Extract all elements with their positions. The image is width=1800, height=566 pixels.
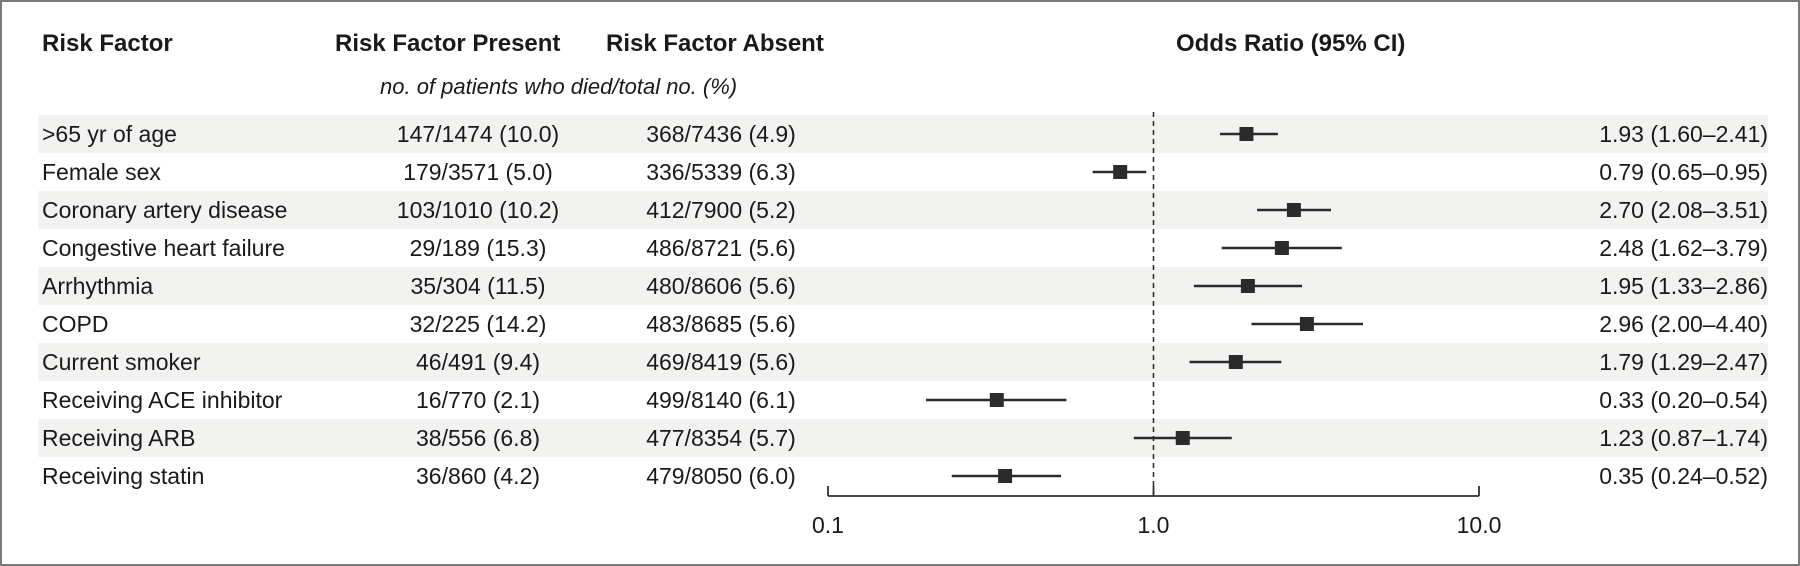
risk-factor-name: >65 yr of age [42, 121, 177, 147]
absent-count: 483/8685 (5.6) [646, 311, 796, 337]
absent-count: 412/7900 (5.2) [646, 197, 796, 223]
subheader-units: no. of patients who died/total no. (%) [380, 74, 738, 99]
absent-count: 486/8721 (5.6) [646, 235, 796, 261]
odds-ratio-value: 1.95 (1.33–2.86) [1599, 273, 1768, 299]
x-tick-label: 1.0 [1138, 512, 1170, 538]
odds-ratio-value: 1.23 (0.87–1.74) [1599, 425, 1768, 451]
odds-ratio-value: 2.96 (2.00–4.40) [1599, 311, 1768, 337]
absent-count: 499/8140 (6.1) [646, 387, 796, 413]
present-count: 36/860 (4.2) [415, 463, 541, 489]
present-count: 103/1010 (10.2) [396, 197, 560, 223]
odds-ratio-value: 0.33 (0.20–0.54) [1599, 387, 1768, 413]
odds-ratio-value: 0.79 (0.65–0.95) [1599, 159, 1768, 185]
table-row: Receiving ACE inhibitor 16/770 (2.1) 499/8… [38, 381, 1768, 419]
table-row: >65 yr of age 147/1474 (10.0) 368/7436 (4.… [38, 115, 1768, 153]
odds-ratio-value: 1.79 (1.29–2.47) [1599, 349, 1768, 375]
odds-ratio-value: 2.48 (1.62–3.79) [1599, 235, 1768, 261]
risk-factor-name: Congestive heart failure [42, 235, 285, 261]
absent-count: 469/8419 (5.6) [646, 349, 796, 375]
present-count: 38/556 (6.8) [415, 425, 541, 451]
present-count: 29/189 (15.3) [409, 235, 547, 261]
table-row: Arrhythmia 35/304 (11.5) 480/8606 (5.6) 1.9… [38, 267, 1768, 305]
table-row: COPD 32/225 (14.2) 483/8685 (5.6) 2.96 (2.0… [38, 305, 1768, 343]
absent-count: 477/8354 (5.7) [646, 425, 796, 451]
header-absent: Risk Factor Absent [606, 30, 824, 57]
absent-count: 368/7436 (4.9) [646, 121, 796, 147]
risk-factor-name: Receiving statin [42, 463, 205, 489]
odds-ratio-value: 2.70 (2.08–3.51) [1599, 197, 1768, 223]
risk-factor-name: Arrhythmia [42, 273, 154, 299]
risk-factor-name: Receiving ACE inhibitor [42, 387, 283, 413]
table-row: Receiving statin 36/860 (4.2) 479/8050 (6.… [38, 457, 1768, 495]
header-odds-ratio: Odds Ratio (95% CI) [1176, 30, 1406, 57]
absent-count: 480/8606 (5.6) [646, 273, 796, 299]
table-row: Coronary artery disease 103/1010 (10.2) 41… [38, 191, 1768, 229]
odds-ratio-value: 1.93 (1.60–2.41) [1599, 121, 1768, 147]
risk-factor-name: Female sex [42, 159, 161, 185]
x-tick-label: 10.0 [1457, 512, 1502, 538]
present-count: 179/3571 (5.0) [403, 159, 553, 185]
present-count: 32/225 (14.2) [409, 311, 547, 337]
table-row: Current smoker 46/491 (9.4) 469/8419 (5.6)… [38, 343, 1768, 381]
present-count: 147/1474 (10.0) [396, 121, 560, 147]
present-count: 35/304 (11.5) [410, 273, 546, 299]
absent-count: 336/5339 (6.3) [646, 159, 796, 185]
table-row: Congestive heart failure 29/189 (15.3) 486… [38, 229, 1768, 267]
x-tick-label: 0.1 [812, 512, 844, 538]
risk-factor-name: Coronary artery disease [42, 197, 288, 223]
risk-factor-name: Receiving ARB [42, 425, 196, 451]
header-risk-factor: Risk Factor [42, 30, 173, 57]
absent-count: 479/8050 (6.0) [646, 463, 796, 489]
risk-factor-name: COPD [42, 311, 109, 337]
odds-ratio-value: 0.35 (0.24–0.52) [1599, 463, 1768, 489]
risk-factor-name: Current smoker [42, 349, 201, 375]
present-count: 46/491 (9.4) [415, 349, 541, 375]
present-count: 16/770 (2.1) [415, 387, 541, 413]
table-row: Female sex 179/3571 (5.0) 336/5339 (6.3) 0.… [38, 153, 1768, 191]
table-row: Receiving ARB 38/556 (6.8) 477/8354 (5.7) 1… [38, 419, 1768, 457]
header-present: Risk Factor Present [335, 30, 561, 57]
